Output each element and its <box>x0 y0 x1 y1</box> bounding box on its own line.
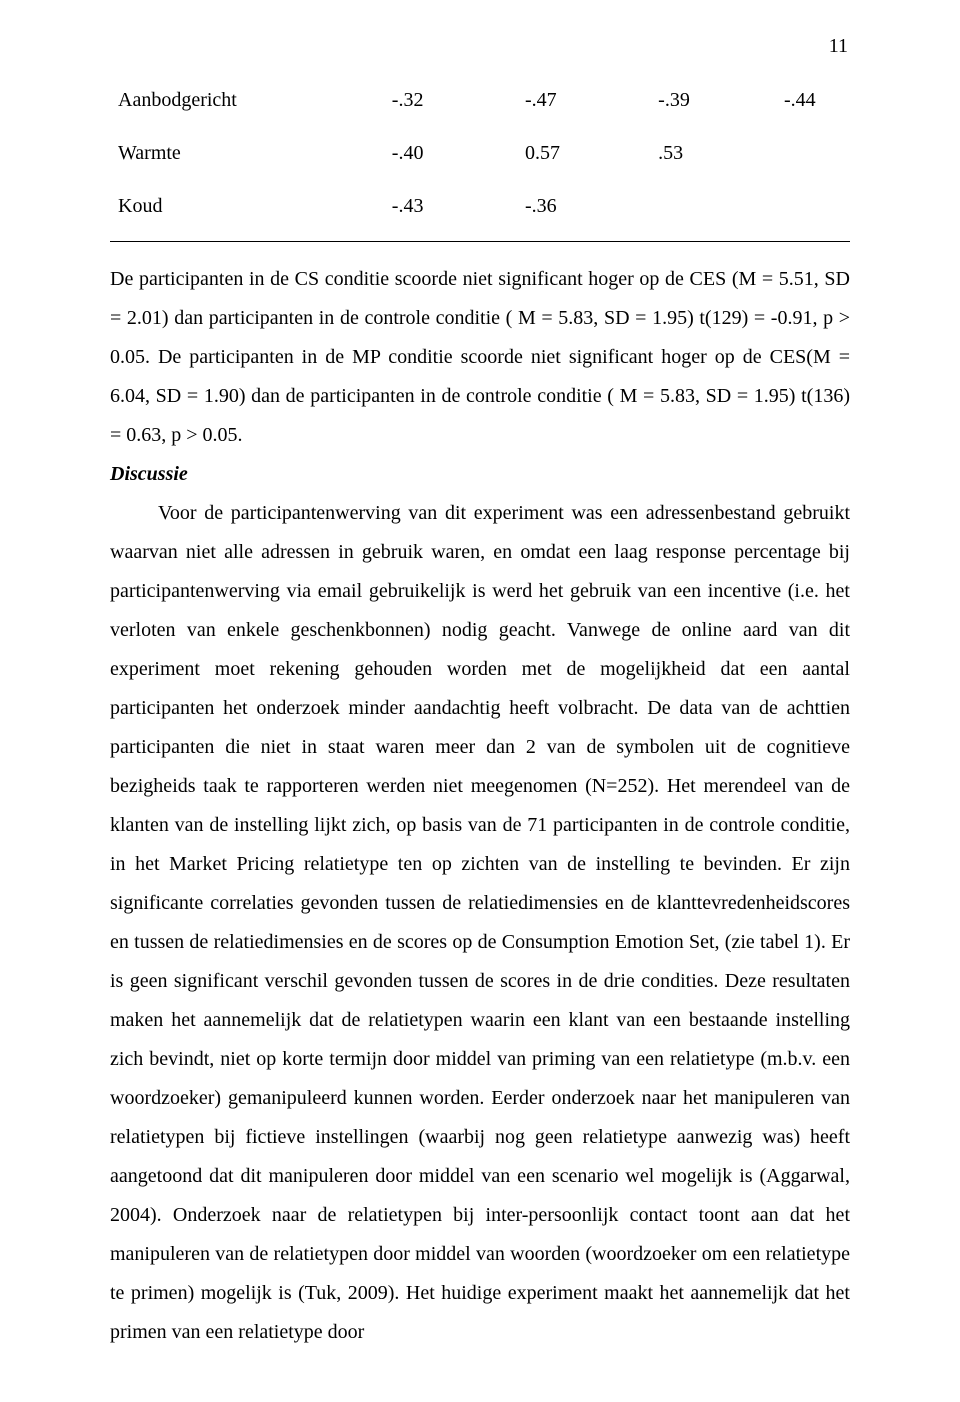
table-row: Warmte-.400.57.53 <box>110 127 850 180</box>
row-value: -.32 <box>384 74 517 127</box>
row-value: -.36 <box>517 180 650 233</box>
body-text: De participanten in de CS conditie scoor… <box>110 260 850 1352</box>
row-value <box>776 180 850 233</box>
row-value: -.44 <box>776 74 850 127</box>
table-rule <box>110 241 850 242</box>
row-value <box>776 127 850 180</box>
document-page: 11 Aanbodgericht-.32-.47-.39-.44Warmte-.… <box>0 0 960 1402</box>
row-label: Warmte <box>110 127 384 180</box>
table-row: Koud-.43-.36 <box>110 180 850 233</box>
page-number: 11 <box>829 36 848 56</box>
discussion-heading: Discussie <box>110 455 850 494</box>
paragraph-discussion: Voor de participantenwerving van dit exp… <box>110 494 850 1352</box>
row-value: -.40 <box>384 127 517 180</box>
table-row: Aanbodgericht-.32-.47-.39-.44 <box>110 74 850 127</box>
row-value: .53 <box>650 127 776 180</box>
row-value: 0.57 <box>517 127 650 180</box>
data-table: Aanbodgericht-.32-.47-.39-.44Warmte-.400… <box>110 74 850 233</box>
row-value: -.43 <box>384 180 517 233</box>
row-value <box>650 180 776 233</box>
row-label: Koud <box>110 180 384 233</box>
row-value: -.47 <box>517 74 650 127</box>
row-label: Aanbodgericht <box>110 74 384 127</box>
row-value: -.39 <box>650 74 776 127</box>
paragraph-results: De participanten in de CS conditie scoor… <box>110 260 850 455</box>
